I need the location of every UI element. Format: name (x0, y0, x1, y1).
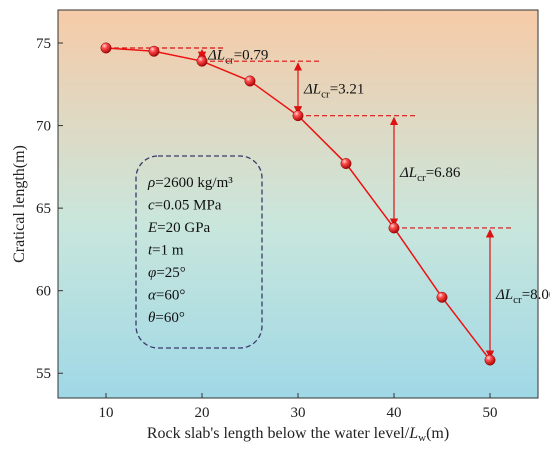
parameter-line: t=1 m (148, 243, 184, 259)
parameter-line: c=0.05 MPa (148, 198, 222, 214)
x-axis-title-sub: w (418, 432, 426, 444)
x-axis-title-main: Rock slab's length below the water level… (147, 425, 410, 442)
x-axis-title: Rock slab's length below the water level… (147, 425, 449, 444)
axis-ticks: 10 20 30 40 50 55 60 65 70 75 (36, 36, 498, 421)
plot-area: ΔLcr=0.79 ΔLcr=3.21 ΔLcr=6.86 ΔLcr=8.00 (100, 42, 550, 366)
x-tick-label: 10 (99, 405, 114, 421)
parameter-line: φ=25° (148, 265, 186, 281)
x-axis-title-var: L (408, 425, 418, 442)
data-point (148, 45, 160, 57)
y-tick-label: 70 (36, 119, 51, 135)
y-tick-label: 65 (36, 201, 51, 217)
parameter-line: θ=60° (148, 310, 185, 326)
parameter-line: ρ=2600 kg/m³ (147, 175, 233, 191)
y-tick-label: 55 (36, 366, 51, 382)
data-point (340, 158, 352, 169)
data-point (196, 55, 208, 67)
data-point (292, 110, 304, 122)
annotation-label: ΔLcr=8.00 (495, 287, 550, 306)
x-axis-title-unit: (m) (426, 425, 449, 442)
parameter-line: α=60° (148, 288, 185, 304)
x-tick-label: 30 (291, 405, 306, 421)
y-tick-label: 60 (36, 284, 51, 300)
x-tick-label: 50 (483, 405, 498, 421)
delta-annotation: ΔLcr=8.00 (394, 227, 550, 359)
annotation-label: ΔLcr=6.86 (399, 165, 461, 184)
y-tick-label: 75 (36, 36, 51, 52)
parameter-line: E=20 GPa (147, 220, 211, 236)
annotation-label: ΔLcr=3.21 (303, 81, 364, 100)
x-tick-label: 40 (387, 405, 402, 421)
data-point (244, 75, 256, 87)
parameters-list: ρ=2600 kg/m³ c=0.05 MPa E=20 GPa t=1 m φ=25°… (147, 175, 233, 326)
data-point (484, 354, 496, 366)
delta-annotation: ΔLcr=6.86 (298, 115, 461, 227)
data-point (100, 42, 112, 54)
annotation-label: ΔLcr=0.79 (207, 48, 268, 67)
delta-annotation: ΔLcr=0.79 (106, 47, 268, 67)
data-point (388, 222, 400, 234)
parameters-box (135, 155, 263, 349)
x-tick-label: 20 (195, 405, 210, 421)
delta-annotation: ΔLcr=3.21 (202, 60, 364, 115)
data-point (436, 291, 448, 303)
y-axis-title: Cratical length(m) (11, 145, 28, 263)
